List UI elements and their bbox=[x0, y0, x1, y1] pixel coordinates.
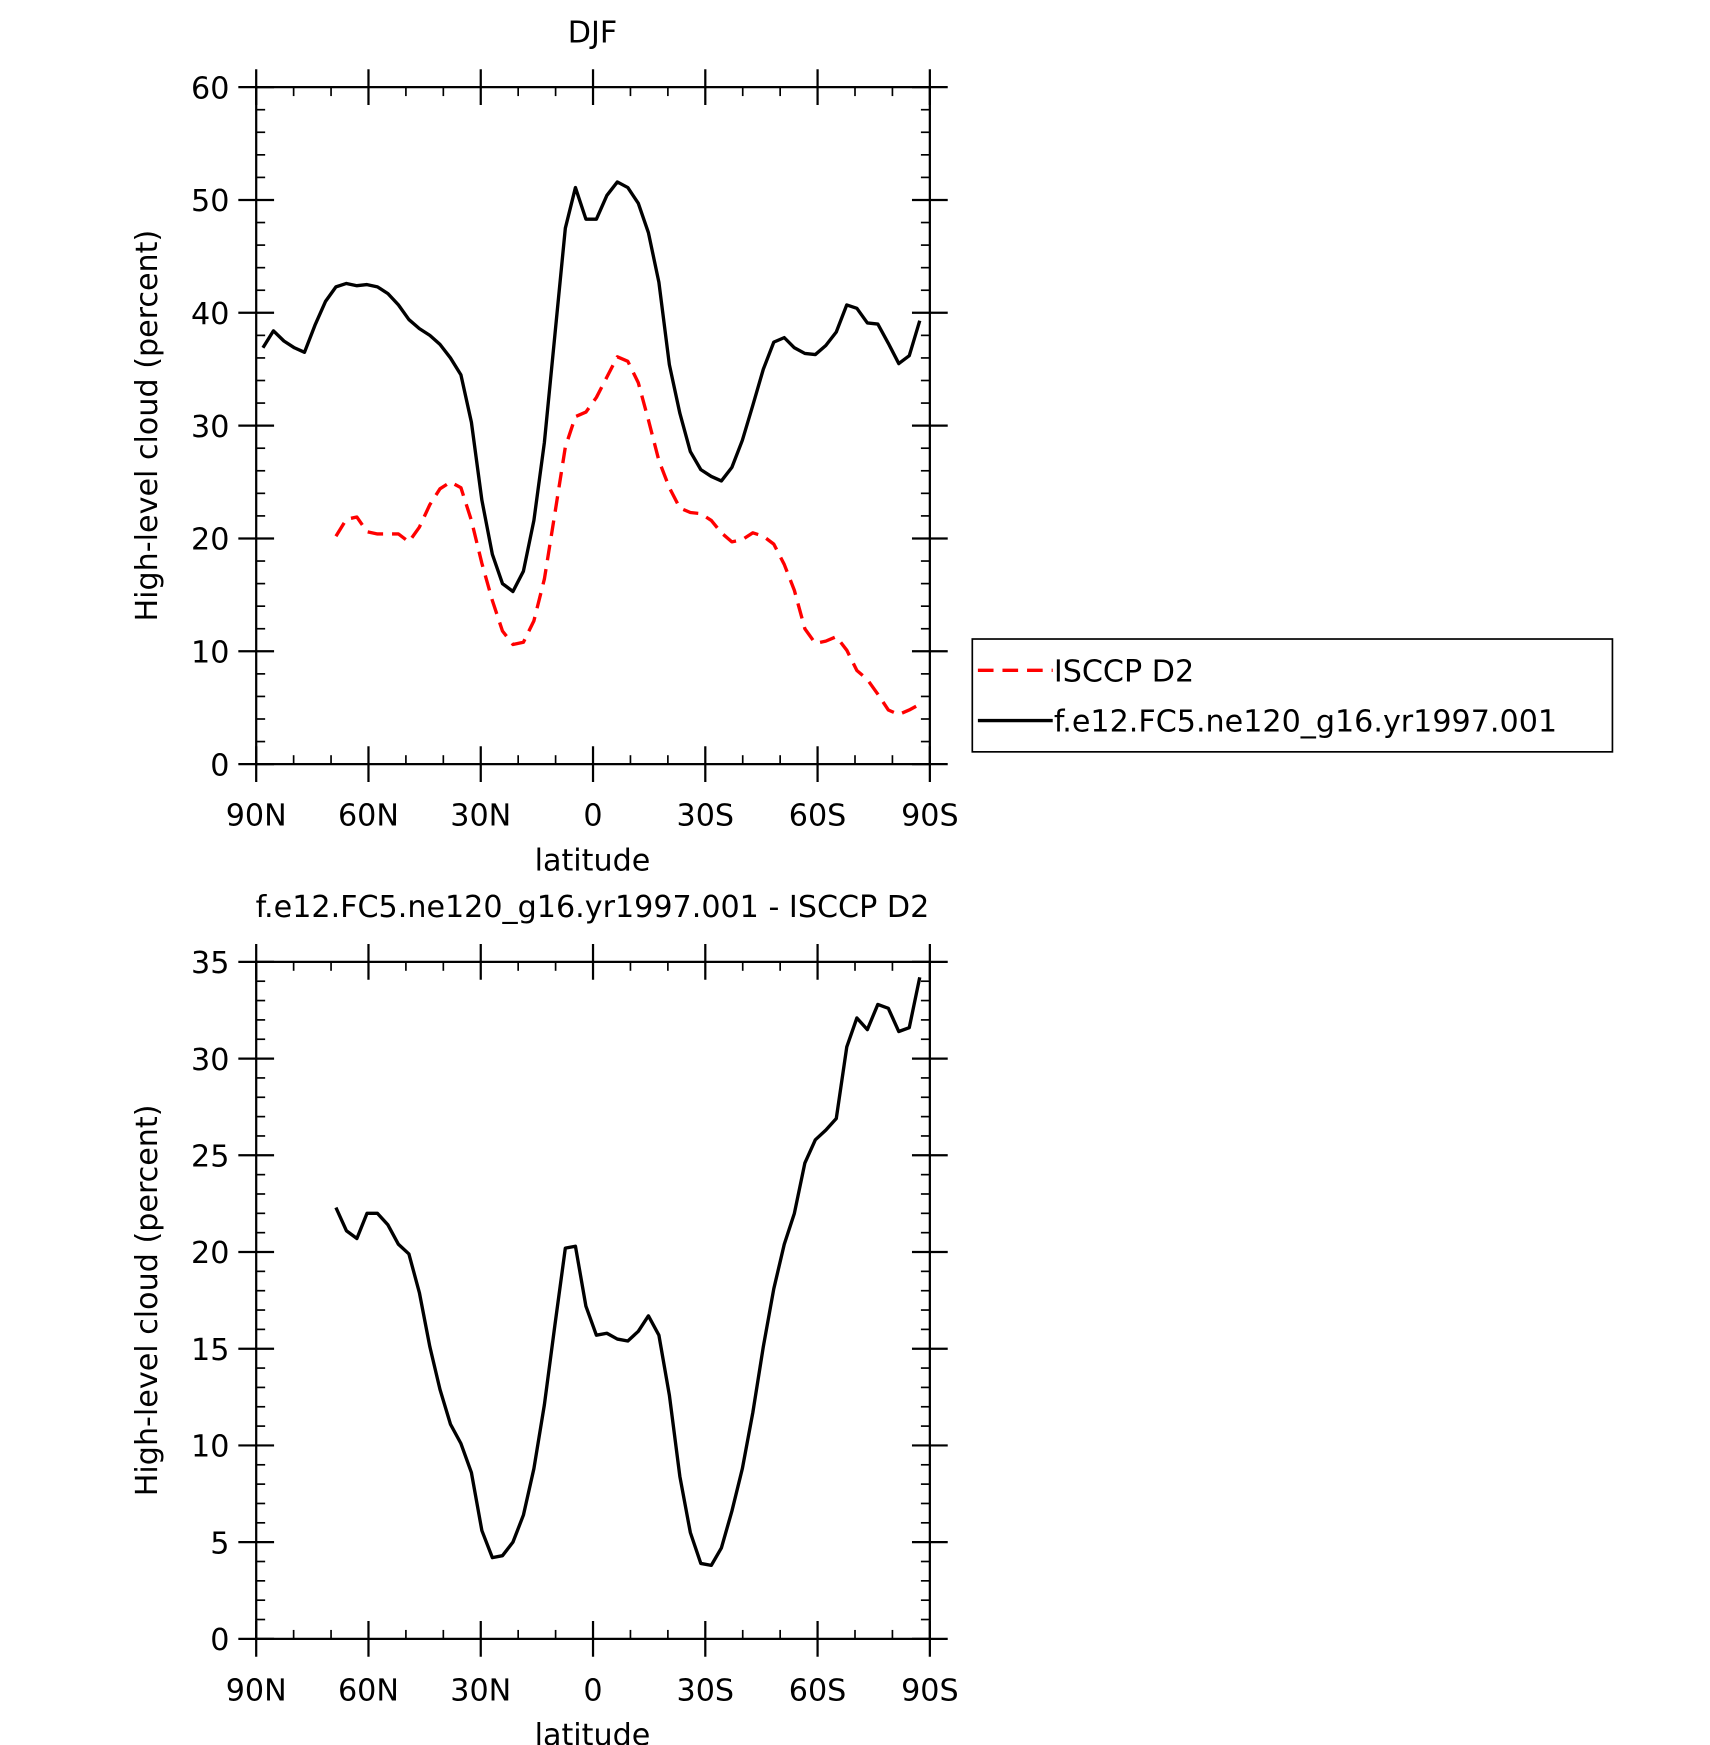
x-tick-label: 30S bbox=[677, 1673, 735, 1708]
y-tick-label: 15 bbox=[191, 1333, 229, 1368]
data-line bbox=[261, 180, 922, 594]
x-tick-label: 90S bbox=[901, 1673, 959, 1708]
x-tick-label: 90N bbox=[226, 799, 287, 834]
x-tick-label: 60S bbox=[789, 799, 847, 834]
data-line bbox=[334, 355, 921, 717]
y-tick-label: 60 bbox=[191, 71, 229, 106]
y-tick-label: 0 bbox=[210, 1623, 229, 1658]
y-tick-label: 40 bbox=[191, 297, 229, 332]
legend-label: ISCCP D2 bbox=[1054, 654, 1194, 689]
chart-title: f.e12.FC5.ne120_g16.yr1997.001 - ISCCP D… bbox=[256, 890, 930, 925]
x-axis-label: latitude bbox=[535, 1718, 651, 1745]
legend-label: f.e12.FC5.ne120_g16.yr1997.001 bbox=[1054, 705, 1557, 740]
x-tick-label: 90N bbox=[226, 1673, 287, 1708]
x-tick-label: 60N bbox=[338, 799, 399, 834]
y-axis-label: High-level cloud (percent) bbox=[130, 230, 165, 622]
plot-frame bbox=[255, 960, 931, 1640]
chart-title: DJF bbox=[568, 15, 617, 50]
y-tick-label: 50 bbox=[191, 184, 229, 219]
y-tick-label: 10 bbox=[191, 1430, 229, 1465]
y-tick-label: 30 bbox=[191, 1043, 229, 1078]
x-tick-label: 0 bbox=[583, 799, 602, 834]
x-tick-label: 30N bbox=[450, 1673, 511, 1708]
y-tick-label: 10 bbox=[191, 635, 229, 670]
legend-box bbox=[971, 638, 1614, 753]
y-tick-label: 30 bbox=[191, 410, 229, 445]
data-line bbox=[334, 977, 922, 1568]
x-tick-label: 60S bbox=[789, 1673, 847, 1708]
y-tick-label: 35 bbox=[191, 946, 229, 981]
y-tick-label: 20 bbox=[191, 1236, 229, 1271]
y-axis-label: High-level cloud (percent) bbox=[130, 1104, 165, 1496]
y-tick-label: 5 bbox=[210, 1526, 229, 1561]
x-tick-label: 30S bbox=[677, 799, 735, 834]
x-tick-label: 0 bbox=[583, 1673, 602, 1708]
x-tick-label: 30N bbox=[450, 799, 511, 834]
y-tick-label: 0 bbox=[210, 748, 229, 783]
y-tick-label: 25 bbox=[191, 1139, 229, 1174]
y-tick-label: 20 bbox=[191, 523, 229, 558]
x-tick-label: 90S bbox=[901, 799, 959, 834]
x-axis-label: latitude bbox=[535, 843, 651, 878]
x-tick-label: 60N bbox=[338, 1673, 399, 1708]
plot-frame bbox=[255, 86, 931, 766]
